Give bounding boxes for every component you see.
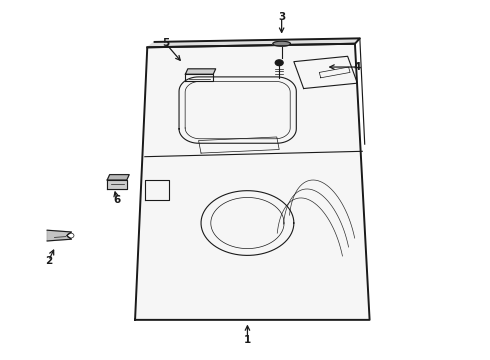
Polygon shape <box>135 44 369 320</box>
Text: 2: 2 <box>45 256 52 266</box>
Polygon shape <box>273 41 291 46</box>
Polygon shape <box>185 69 216 74</box>
Text: 4: 4 <box>354 62 361 72</box>
Polygon shape <box>107 175 129 180</box>
Polygon shape <box>107 180 127 189</box>
Circle shape <box>275 60 283 66</box>
Polygon shape <box>47 230 72 241</box>
Text: 5: 5 <box>162 38 169 48</box>
Polygon shape <box>147 39 360 47</box>
Text: 3: 3 <box>278 12 285 22</box>
Text: 1: 1 <box>244 334 251 345</box>
Text: 6: 6 <box>113 195 121 205</box>
